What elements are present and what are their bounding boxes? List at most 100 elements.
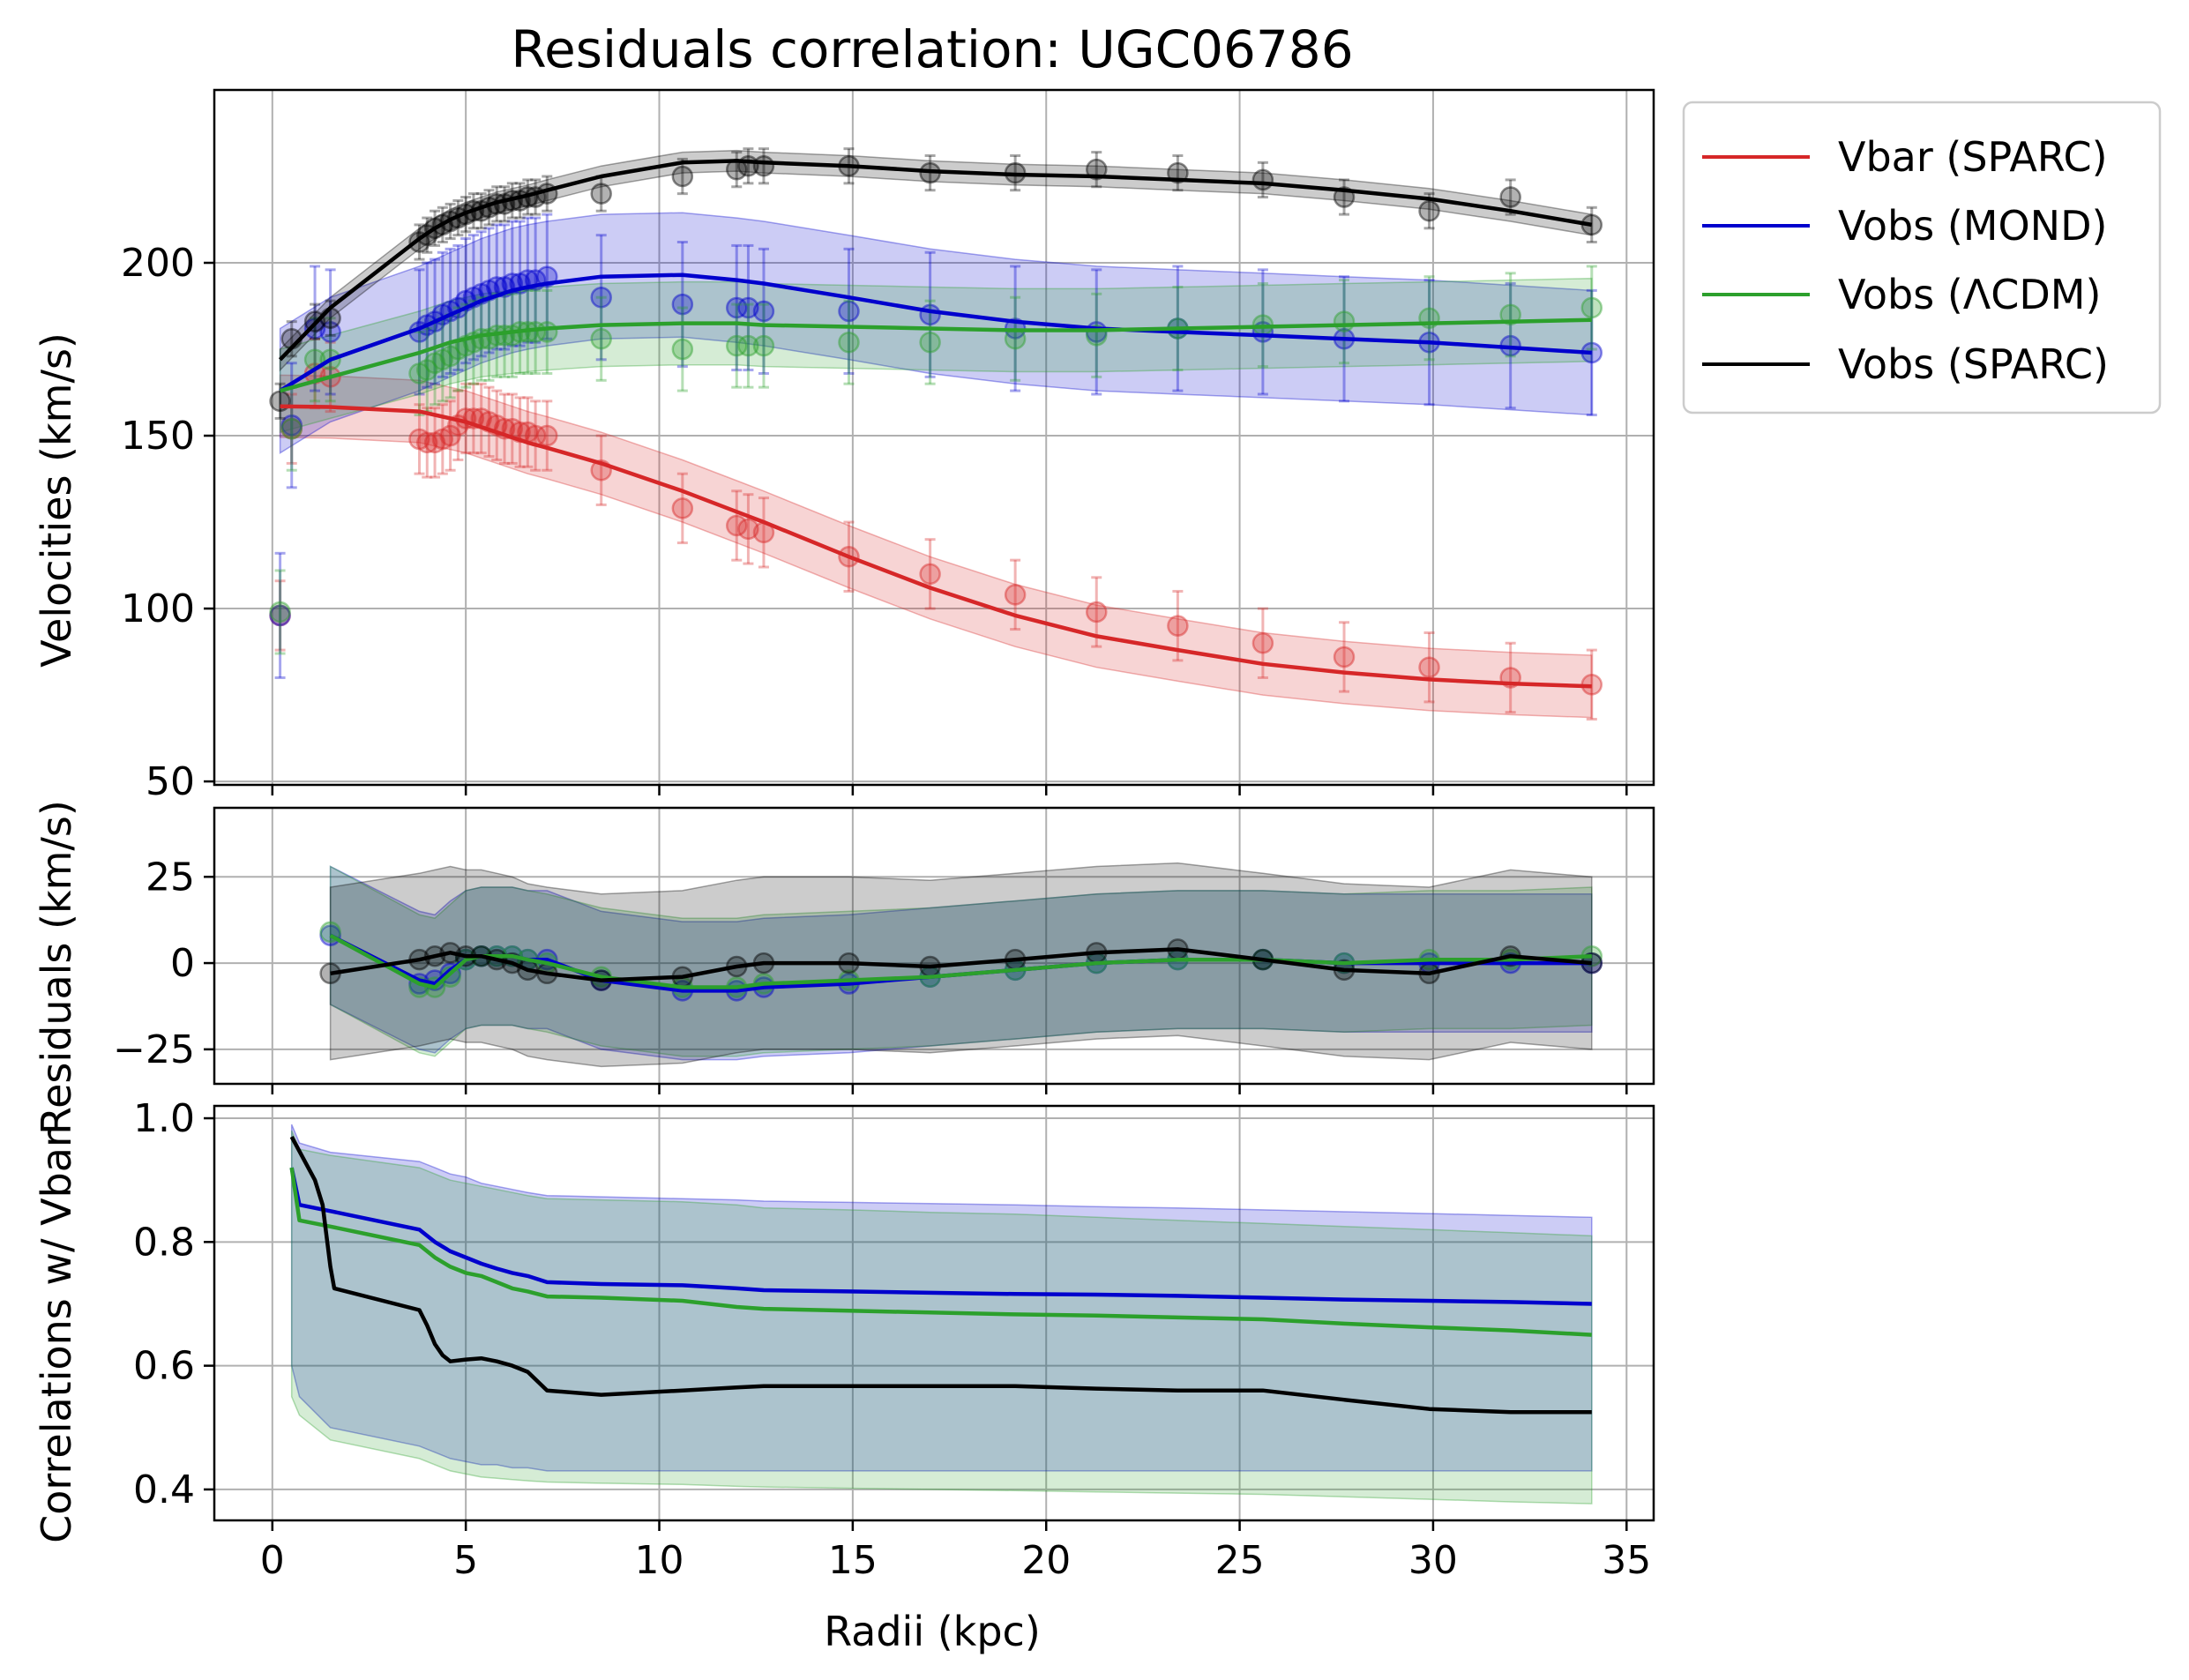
data-point <box>1418 199 1440 222</box>
band-vobs-lcdm <box>329 865 1593 1057</box>
panel-frame <box>213 88 1655 787</box>
data-point <box>590 183 612 205</box>
points-vobs-mond <box>269 213 1603 679</box>
data-point <box>280 417 303 440</box>
data-point <box>752 300 775 323</box>
data-point <box>280 417 303 440</box>
plot-area <box>269 147 1603 721</box>
grid <box>214 1106 1654 1520</box>
data-point <box>416 359 438 381</box>
data-point <box>280 414 303 437</box>
data-point <box>303 317 326 340</box>
data-point <box>671 165 694 188</box>
series-line-vobs-sparc <box>278 159 1593 362</box>
data-point <box>726 514 748 537</box>
x-axis-label: Radii (kpc) <box>824 1608 1041 1655</box>
data-point <box>1004 584 1027 606</box>
legend-label-vbar-sparc: Vbar (SPARC) <box>1838 133 2108 181</box>
x-tick-label: 20 <box>1021 1538 1071 1583</box>
series-line-vobs-lcdm <box>280 317 1592 393</box>
data-point <box>269 604 291 627</box>
ticks: −25 0 25 <box>113 855 1628 1094</box>
band-vbar-sparc <box>279 374 1593 719</box>
correlations-panel: 0 5 10 15 20 25 30 35 0.4 0.6 0.8 1.0 <box>133 1096 1655 1583</box>
series-line-vobs-mond <box>289 1167 1592 1306</box>
series-line-vobs-sparc <box>289 1136 1592 1415</box>
x-tick-label: 15 <box>828 1538 878 1583</box>
data-point <box>919 563 941 586</box>
data-point <box>423 352 446 374</box>
data-point <box>319 321 341 343</box>
data-point <box>423 431 446 454</box>
correlations-ylabel: Correlations w/ Vbar <box>33 1131 80 1543</box>
data-point <box>838 331 860 354</box>
y-tick-label: 0.8 <box>133 1220 195 1265</box>
data-point <box>319 307 341 329</box>
y-tick-label: 0.6 <box>133 1344 195 1389</box>
data-point <box>439 345 461 368</box>
data-point <box>1580 296 1603 319</box>
x-tick-label: 10 <box>635 1538 684 1583</box>
data-point <box>1333 310 1356 332</box>
legend-label-vobs-sparc: Vobs (SPARC) <box>1838 340 2109 388</box>
data-point <box>431 348 454 371</box>
data-point <box>1251 632 1274 654</box>
data-point <box>726 296 748 319</box>
plot-area <box>289 1124 1593 1505</box>
data-point <box>408 362 430 385</box>
data-point <box>590 328 612 350</box>
velocities-panel: 50 100 150 200 <box>121 88 1655 804</box>
data-point <box>838 300 860 323</box>
data-point <box>752 154 775 177</box>
data-point <box>1333 646 1356 668</box>
x-tick-label: 35 <box>1602 1538 1651 1583</box>
data-point <box>408 428 430 451</box>
x-tick-label: 30 <box>1408 1538 1458 1583</box>
data-point <box>1418 656 1440 678</box>
band-vobs-lcdm <box>290 1130 1593 1505</box>
data-point <box>536 424 558 447</box>
series-line-vobs-lcdm <box>289 1167 1592 1337</box>
data-point <box>919 331 941 354</box>
data-point <box>671 338 694 361</box>
plot-area <box>319 862 1603 1068</box>
data-point <box>737 334 759 357</box>
data-point <box>726 334 748 357</box>
data-point <box>536 321 558 343</box>
data-point <box>1251 168 1274 191</box>
x-tick-label: 0 <box>260 1538 285 1583</box>
band-vobs-sparc <box>279 149 1593 372</box>
x-tick-label: 25 <box>1215 1538 1265 1583</box>
residuals-ylabel: Residuals (km/s) <box>33 800 80 1135</box>
ticks: 50 100 150 200 <box>121 241 1628 804</box>
y-tick-label: 0.4 <box>133 1467 195 1512</box>
data-point <box>269 601 291 623</box>
y-tick-label: 50 <box>146 759 195 804</box>
series-line-vobs-sparc <box>330 947 1592 982</box>
band-vobs-mond <box>290 1124 1593 1472</box>
chart-title: Residuals correlation: UGC06786 <box>511 19 1353 79</box>
data-point <box>416 431 438 454</box>
x-tick-label: 5 <box>453 1538 478 1583</box>
velocities-ylabel: Velocities (km/s) <box>33 332 80 668</box>
data-point <box>1167 615 1189 637</box>
data-point <box>269 604 291 627</box>
data-point <box>737 518 759 541</box>
data-point <box>1499 186 1521 208</box>
y-tick-label: 0 <box>170 941 195 986</box>
legend-label-vobs-lcdm: Vobs (ΛCDM) <box>1838 271 2101 318</box>
data-point <box>671 497 694 519</box>
series-line-vbar-sparc <box>280 404 1592 689</box>
data-point <box>590 286 612 309</box>
y-tick-label: 100 <box>121 586 195 631</box>
data-point <box>752 334 775 357</box>
data-point <box>439 424 461 447</box>
y-tick-label: −25 <box>113 1027 195 1072</box>
data-point <box>431 428 454 451</box>
band-vobs-mond <box>279 212 1593 454</box>
residuals-panel: −25 0 25 <box>113 806 1655 1094</box>
y-tick-label: 1.0 <box>133 1096 195 1141</box>
data-point <box>1086 601 1108 623</box>
